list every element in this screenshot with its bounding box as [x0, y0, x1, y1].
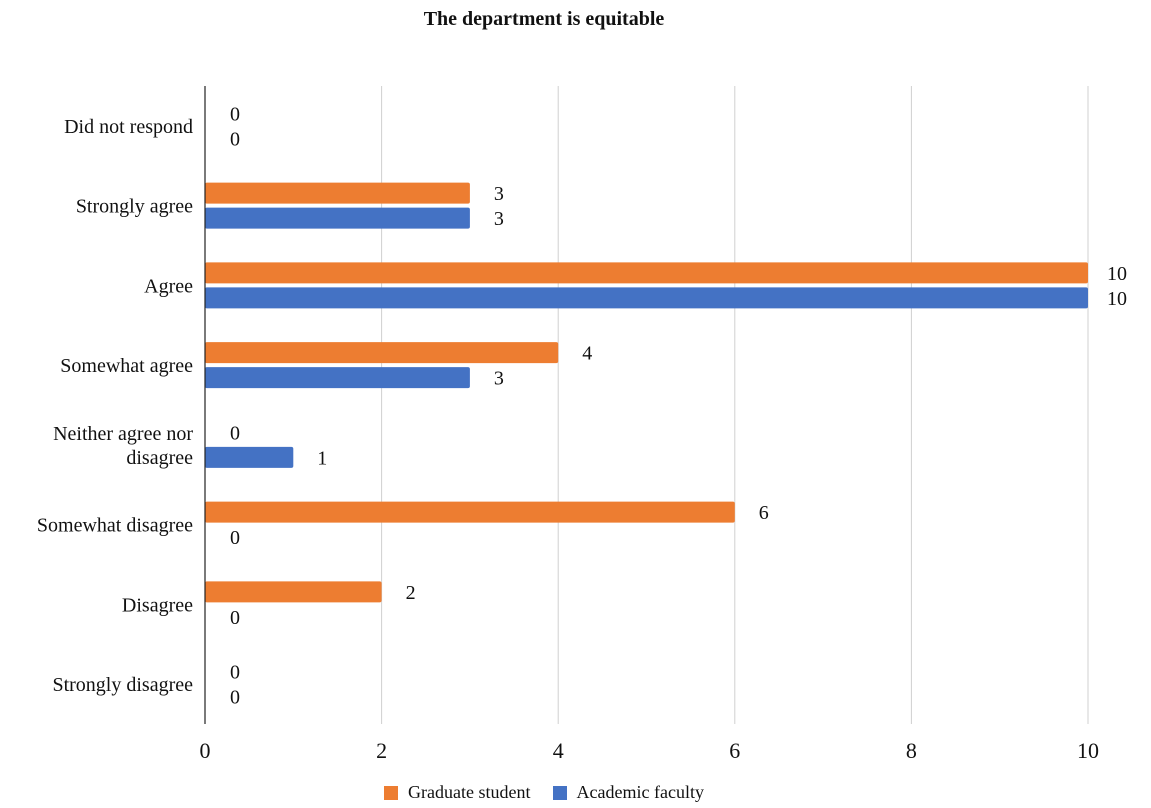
x-tick-label-2: 2	[376, 738, 387, 763]
bar-graduate-student-disagree	[205, 581, 382, 603]
bar-academic-faculty-somewhat-agree	[205, 367, 470, 389]
x-tick-label-4: 4	[553, 738, 564, 763]
data-label-academic-faculty-somewhat-agree: 3	[494, 368, 504, 390]
legend-item-graduate-student: Graduate student	[384, 782, 531, 803]
data-label-graduate-student-strongly-disagree: 0	[230, 662, 240, 684]
legend: Graduate student Academic faculty	[0, 782, 1088, 803]
data-label-academic-faculty-disagree: 0	[230, 607, 240, 629]
category-label-strongly-agree: Strongly agree	[76, 196, 193, 218]
data-label-graduate-student-strongly-agree: 3	[494, 183, 504, 205]
legend-label-graduate-student: Graduate student	[408, 782, 531, 802]
data-label-academic-faculty-did-not-respond: 0	[230, 128, 240, 150]
bars	[205, 182, 1088, 603]
data-label-graduate-student-disagree: 2	[406, 582, 416, 604]
data-label-academic-faculty-strongly-disagree: 0	[230, 687, 240, 709]
category-label-disagree: Disagree	[122, 594, 193, 616]
category-label-agree: Agree	[144, 275, 193, 297]
legend-swatch-academic-faculty	[552, 785, 567, 800]
legend-item-academic-faculty: Academic faculty	[552, 782, 704, 803]
chart-title: The department is equitable	[423, 8, 665, 30]
data-label-academic-faculty-neither-agree-nor-disagree: 1	[317, 447, 327, 469]
x-tick-label-6: 6	[729, 738, 740, 763]
x-tick-label-10: 10	[1077, 738, 1099, 763]
data-label-academic-faculty-agree: 10	[1107, 288, 1127, 310]
data-label-academic-faculty-somewhat-disagree: 0	[230, 527, 240, 549]
x-tick-label-0: 0	[200, 738, 211, 763]
bar-academic-faculty-agree	[205, 287, 1088, 309]
bar-graduate-student-strongly-agree	[205, 182, 470, 204]
data-label-graduate-student-agree: 10	[1107, 263, 1127, 285]
legend-swatch-graduate-student	[384, 785, 399, 800]
category-label-strongly-disagree: Strongly disagree	[52, 674, 193, 696]
bar-academic-faculty-neither-agree-nor-disagree	[205, 446, 294, 468]
category-label-somewhat-disagree: Somewhat disagree	[37, 515, 193, 537]
data-label-graduate-student-did-not-respond: 0	[230, 103, 240, 125]
category-label-somewhat-agree: Somewhat agree	[60, 355, 193, 377]
data-label-graduate-student-somewhat-disagree: 6	[759, 502, 769, 524]
legend-label-academic-faculty: Academic faculty	[576, 782, 704, 802]
x-tick-label-8: 8	[906, 738, 917, 763]
bar-graduate-student-somewhat-agree	[205, 342, 559, 364]
bar-academic-faculty-strongly-agree	[205, 207, 470, 229]
bar-graduate-student-agree	[205, 262, 1088, 284]
data-label-academic-faculty-strongly-agree: 3	[494, 208, 504, 230]
data-label-graduate-student-somewhat-agree: 4	[582, 343, 592, 365]
bar-graduate-student-somewhat-disagree	[205, 501, 735, 523]
category-label-did-not-respond: Did not respond	[64, 116, 193, 138]
data-label-graduate-student-neither-agree-nor-disagree: 0	[230, 422, 240, 444]
gridlines	[381, 86, 1089, 724]
category-label-neither-agree-nor-disagree: Neither agree nor disagree	[53, 423, 193, 469]
